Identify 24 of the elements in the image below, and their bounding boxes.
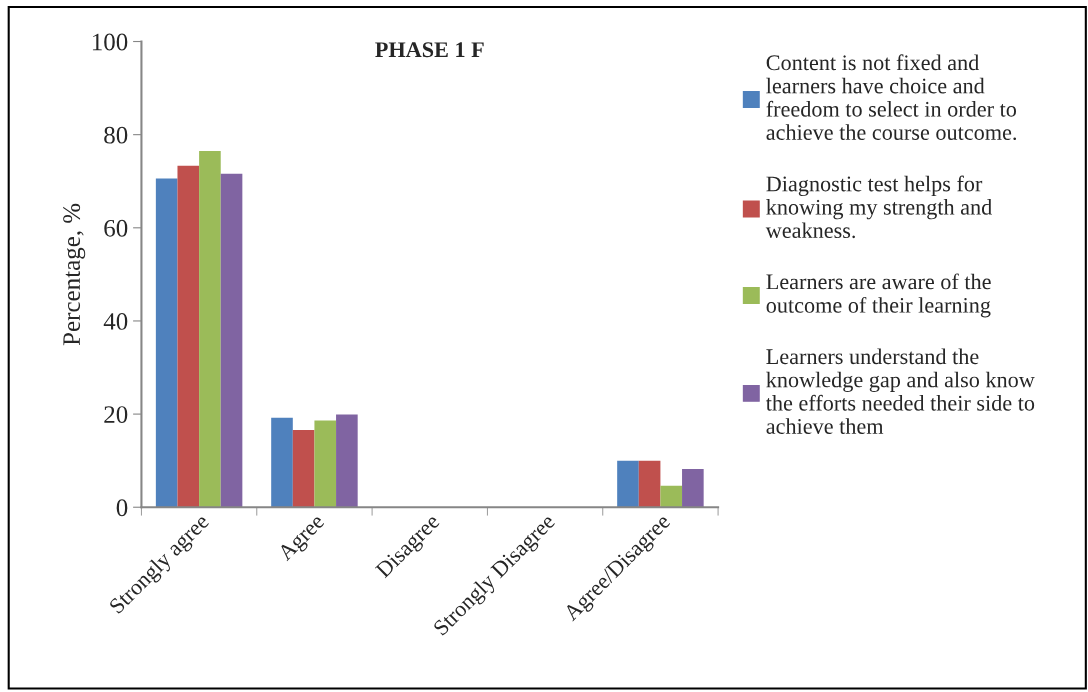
bar [617, 460, 639, 508]
bar [199, 150, 221, 508]
bar [177, 165, 200, 508]
y-tick-label: 0 [116, 499, 128, 517]
y-tick-label: 60 [104, 219, 128, 237]
chart-title: PHASE 1 F [375, 42, 484, 58]
bar [682, 469, 704, 508]
bar [660, 485, 683, 508]
y-tick-label: 20 [104, 406, 128, 424]
bar [155, 178, 178, 508]
legend-label: Content is not fixed and learners have choice and freedom to select in order to achieve the course outcome. [766, 54, 1017, 141]
bar [292, 429, 315, 508]
legend-label: Diagnostic test helps for knowing my strength and weakness. [765, 175, 992, 239]
bar [638, 460, 661, 508]
legend-label: Learners understand the knowledge gap and also know the efforts needed their side to achieve them [765, 348, 1035, 434]
y-tick-label: 40 [103, 313, 128, 330]
bar [336, 414, 358, 508]
bar [271, 417, 293, 508]
y-tick-label: 100 [92, 33, 128, 51]
y-axis-title: Percentage, % [63, 203, 86, 346]
bar [220, 173, 243, 508]
y-tick-label: 80 [104, 126, 128, 144]
bar [314, 420, 337, 508]
legend-label: Learners are aware of the outcome of their learning [766, 273, 991, 318]
